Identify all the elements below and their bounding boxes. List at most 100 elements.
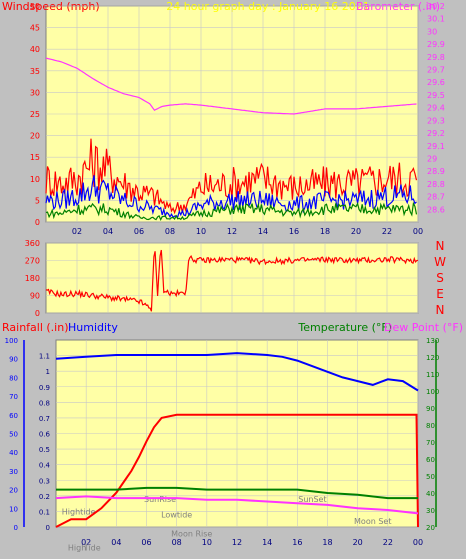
barometer-tick-label: 29.1 [427,142,445,151]
temperature-tick-label: 70 [426,439,435,447]
windspeed-tick-label: 0 [35,218,40,227]
time-tick-label: 00 [413,538,423,547]
rainfall-tick-label: 0.2 [39,493,50,501]
time-tick-label: 04 [103,227,113,236]
humidity-tick-label: 20 [9,487,18,495]
compass-label: N [436,239,445,253]
humidity-axis-labels: 0 10 20 30 40 50 60 70 80 90 100 [5,337,18,532]
time-tick-label: 16 [292,538,302,547]
barometer-tick-label: 29.5 [427,91,445,100]
time-tick-label: 00 [413,227,423,236]
annotation-label: Moon Rise [171,529,212,538]
time-tick-label: 16 [289,227,299,236]
temperature-tick-label: 20 [426,524,435,532]
compass-label: N [436,303,445,317]
windspeed-tick-label: 40 [30,45,40,54]
barometer-tick-label: 28.9 [427,167,445,176]
time-tick-label: 14 [258,227,268,236]
barometer-tick-label: 28.6 [427,205,445,214]
rain-time-axis-labels: 02 04 06 08 10 12 14 16 18 20 22 00 [81,538,423,547]
time-tick-label: 18 [322,538,332,547]
time-tick-label: 20 [351,227,361,236]
time-tick-label: 02 [72,227,82,236]
annotation-label: SunSet [298,495,326,504]
humidity-tick-label: 10 [9,505,18,513]
temperature-tick-label: 60 [426,456,435,464]
windspeed-tick-label: 30 [30,88,40,97]
windspeed-tick-label: 50 [30,2,40,11]
wind-time-axis-labels: 02 04 06 08 10 12 14 16 18 20 22 00 [72,227,423,236]
direction-tick-label: 0 [35,309,40,318]
time-tick-label: 08 [172,538,182,547]
direction-tick-label: 270 [25,257,40,266]
compass-label: S [436,271,444,285]
time-tick-label: 22 [383,538,393,547]
barometer-tick-label: 28.7 [427,193,445,202]
barometer-tick-label: 29.3 [427,116,445,125]
tide-sun-moon-annotations: Hightide SunRise Lowtide Moon Rise SunSet Moo… [62,495,392,552]
windspeed-title: Windspeed (mph) [2,0,100,13]
time-tick-label: 14 [262,538,272,547]
rainfall-tick-label: 1 [46,368,50,376]
barometer-tick-label: 29.8 [427,53,445,62]
series-line [45,138,418,215]
time-tick-label: 02 [81,538,91,547]
rainfall-tick-label: 0.8 [39,399,50,407]
windspeed-tick-label: 10 [30,175,40,184]
windspeed-tick-label: 20 [30,132,40,141]
annotation-label: SunRise [144,495,176,504]
rainfall-tick-label: 0.4 [39,462,51,470]
barometer-title: Barometer (.in) [356,0,440,13]
time-tick-label: 04 [111,538,121,547]
barometer-tick-label: 29.4 [427,104,445,113]
humidity-tick-label: 0 [14,524,18,532]
temperature-axis-labels: 20 30 40 50 60 70 80 90 100 110 120 130 [426,337,439,532]
humidity-tick-label: 100 [5,337,18,345]
humidity-title: Humidity [68,321,118,334]
series-line [55,413,419,528]
direction-tick-label: 90 [30,292,40,301]
barometer-tick-label: 30.2 [427,2,445,11]
series-line [55,495,419,515]
annotation-label: Hightide [62,508,96,517]
rainfall-tick-label: 0.6 [39,431,51,439]
windspeed-tick-label: 45 [30,24,40,33]
rainfall-title: Rainfall (.in) [2,321,69,334]
windspeed-tick-label: 5 [35,196,40,205]
time-tick-label: 22 [382,227,392,236]
rainfall-tick-label: 0 [46,524,50,532]
wind-barometer-panel: Windspeed (mph) 24 hour graph day : Janu… [2,0,445,236]
rainfall-tick-label: 0.5 [39,446,50,454]
temperature-tick-label: 30 [426,507,435,515]
temperature-tick-label: 120 [426,354,439,362]
series-line [45,57,417,115]
time-tick-label: 12 [227,227,237,236]
wind-direction-axis-labels: 0 90 180 270 360 [25,239,40,318]
barometer-tick-label: 28.8 [427,180,445,189]
humidity-tick-label: 30 [9,468,18,476]
graph-date-title: 24 hour graph day : January 16 2021 [166,0,370,13]
time-tick-label: 06 [141,538,151,547]
windspeed-tick-label: 35 [30,67,40,76]
wind-direction-series [45,249,419,312]
direction-tick-label: 360 [25,239,40,248]
barometer-axis-labels: 28.6 28.7 28.8 28.9 29 29.1 29.2 29.3 29.4 29.5 29… [427,2,445,214]
series-line [45,175,417,219]
temperature-tick-label: 100 [426,388,439,396]
barometer-tick-label: 30 [427,27,437,36]
humidity-tick-label: 70 [9,393,18,401]
temperature-title: Temperature (°F) [297,321,392,334]
time-tick-label: 12 [232,538,242,547]
barometer-tick-label: 29.7 [427,66,445,75]
time-tick-label: 10 [196,227,206,236]
rainfall-tick-label: 0.9 [39,384,50,392]
rainfall-tick-label: 0.7 [39,415,50,423]
annotation-label: Tide [83,543,101,552]
rainfall-tick-label: 1.1 [39,353,50,361]
dewpoint-title: Dew Point (°F) [384,321,463,334]
rain-humidity-temp-series [55,352,419,528]
